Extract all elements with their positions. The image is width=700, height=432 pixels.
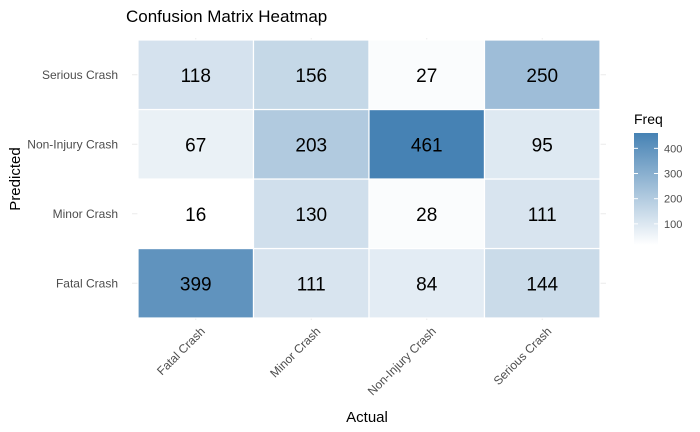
- x-tick-label: Non-Injury Crash: [365, 324, 439, 398]
- cell-value-label: 461: [411, 135, 443, 156]
- heatmap-cell: [252, 247, 370, 319]
- heatmap-cell: [483, 178, 601, 250]
- y-axis-title: Predicted: [7, 147, 24, 210]
- cell-value-label: 16: [185, 205, 206, 226]
- cell-value-label: 130: [295, 205, 327, 226]
- heatmap-cell: [368, 108, 486, 180]
- y-tick-label: Fatal Crash: [56, 276, 118, 290]
- heatmap-cell: [483, 247, 601, 319]
- cell-value-label: 28: [416, 205, 437, 226]
- cell-value-label: 144: [526, 274, 558, 295]
- heatmap-cell: [483, 108, 601, 180]
- chart-title: Confusion Matrix Heatmap: [126, 7, 327, 26]
- x-tick-label: Minor Crash: [267, 324, 323, 380]
- heatmap-cell: [252, 39, 370, 111]
- legend-tick-label: 100: [664, 219, 682, 231]
- cell-value-label: 203: [295, 135, 327, 156]
- x-tick-label: Serious Crash: [491, 324, 555, 388]
- cell-value-label: 250: [526, 66, 558, 87]
- cell-value-label: 84: [416, 274, 438, 295]
- cell-labels: 399 111 84 144 16 130 28 111 67 203 461 95 118 156 27 2…: [180, 66, 559, 296]
- cell-value-label: 67: [185, 135, 206, 156]
- cell-value-label: 399: [180, 274, 212, 295]
- cell-value-label: 111: [297, 274, 326, 295]
- cell-value-label: 95: [532, 135, 553, 156]
- x-axis-title: Actual: [346, 409, 388, 426]
- y-axis-ticks: Fatal Crash Minor Crash Non-Injury Crash Se…: [27, 68, 118, 291]
- cell-value-label: 118: [181, 66, 211, 87]
- legend-title: Freq: [634, 111, 663, 127]
- legend: Freq 100 200 300 400: [634, 111, 682, 245]
- cell-value-label: 111: [528, 205, 557, 226]
- x-tick-label: Fatal Crash: [154, 324, 208, 378]
- heatmap-cell: [137, 247, 255, 319]
- legend-tick-label: 300: [664, 169, 682, 181]
- cell-value-label: 156: [295, 66, 327, 87]
- legend-tick-label: 200: [664, 194, 682, 206]
- legend-tick-label: 400: [664, 143, 682, 155]
- y-tick-label: Non-Injury Crash: [27, 137, 118, 151]
- y-tick-label: Serious Crash: [42, 68, 118, 82]
- legend-ticks: 100 200 300 400: [634, 143, 682, 231]
- legend-color-bar: [634, 133, 658, 245]
- heatmap-cell: [137, 108, 255, 180]
- heatmap-cell: [368, 39, 486, 111]
- x-axis-ticks: Fatal Crash Minor Crash Non-Injury Crash Se…: [154, 324, 554, 398]
- heatmap-cells: [137, 39, 601, 319]
- cell-value-label: 27: [416, 66, 437, 87]
- heatmap-cell: [483, 39, 601, 111]
- heatmap-cell: [137, 39, 255, 111]
- y-tick-label: Minor Crash: [53, 207, 118, 221]
